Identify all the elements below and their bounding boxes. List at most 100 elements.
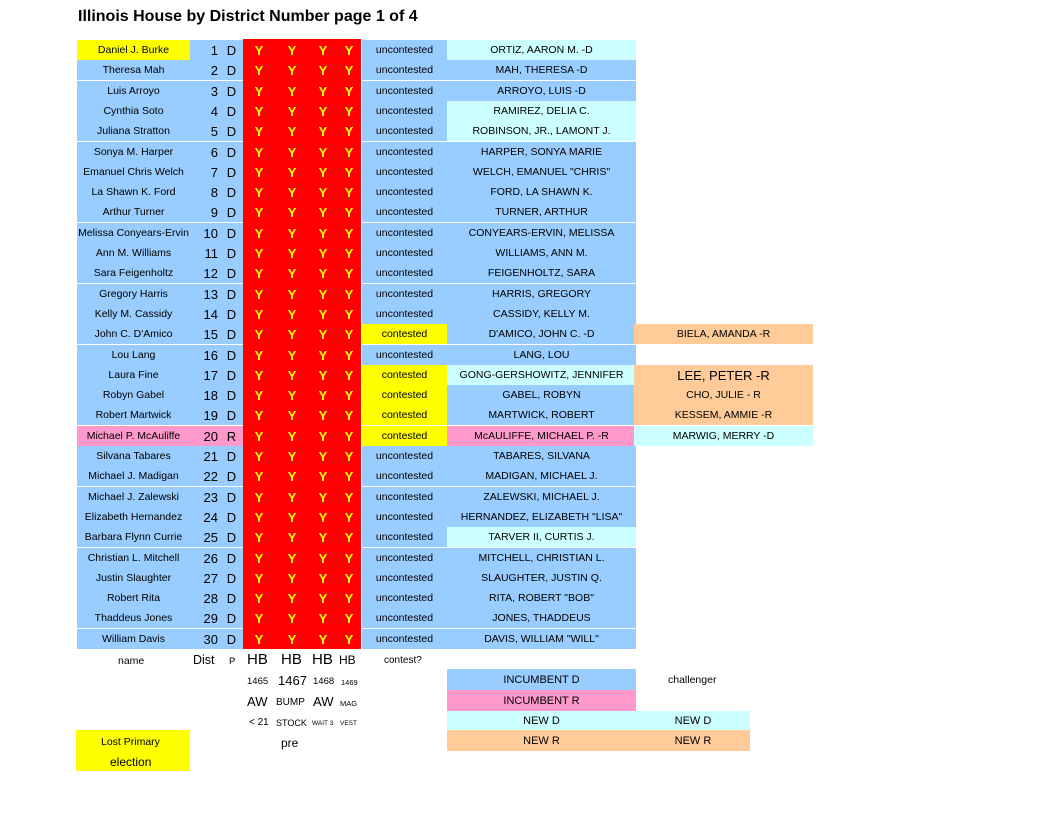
legend-challenger-new-r: NEW R — [636, 730, 750, 751]
footer-dist-label: Dist — [193, 653, 215, 667]
vote-hb1468: Y — [318, 610, 328, 626]
district-number: 4 — [190, 101, 220, 121]
vote-hb1469: Y — [344, 590, 354, 606]
vote-hb1465: Y — [254, 123, 264, 139]
contest-status: uncontested — [362, 223, 447, 243]
district-number: 26 — [190, 548, 220, 568]
bill-note-under-21: < 21 — [249, 717, 269, 728]
contest-status: contested — [362, 365, 447, 385]
vote-hb1469: Y — [344, 407, 354, 423]
representative-name: La Shawn K. Ford — [77, 182, 190, 202]
candidate-name: DAVIS, WILLIAM "WILL" — [447, 629, 636, 649]
party-letter: D — [220, 121, 243, 141]
vote-hb1465: Y — [254, 103, 264, 119]
legend-incumbent-r: INCUMBENT R — [447, 690, 636, 711]
legend-new-r: NEW R — [447, 730, 636, 751]
district-number: 7 — [190, 162, 220, 182]
district-number: 13 — [190, 284, 220, 304]
party-letter: D — [220, 527, 243, 547]
representative-name: Juliana Stratton — [77, 121, 190, 141]
party-letter: D — [220, 608, 243, 628]
vote-hb1465: Y — [254, 387, 264, 403]
vote-hb1467: Y — [287, 367, 297, 383]
vote-hb1469: Y — [344, 570, 354, 586]
vote-hb1469: Y — [344, 610, 354, 626]
vote-hb1468: Y — [318, 306, 328, 322]
vote-hb1468: Y — [318, 265, 328, 281]
vote-hb1468: Y — [318, 42, 328, 58]
district-number: 3 — [190, 81, 220, 101]
vote-hb1465: Y — [254, 144, 264, 160]
party-letter: D — [220, 345, 243, 365]
vote-hb1468: Y — [318, 631, 328, 647]
vote-hb1468: Y — [318, 448, 328, 464]
candidate-name: GONG-GERSHOWITZ, JENNIFER — [447, 365, 636, 385]
vote-hb1465: Y — [254, 590, 264, 606]
footer-hb-2: HB — [281, 651, 302, 668]
vote-hb1465: Y — [254, 631, 264, 647]
vote-hb1468: Y — [318, 407, 328, 423]
candidate-name: ZALEWSKI, MICHAEL J. — [447, 487, 636, 507]
vote-hb1469: Y — [344, 42, 354, 58]
vote-hb1465: Y — [254, 286, 264, 302]
contest-status: uncontested — [362, 608, 447, 628]
contest-status: uncontested — [362, 284, 447, 304]
party-letter: D — [220, 446, 243, 466]
contest-status: uncontested — [362, 304, 447, 324]
vote-hb1465: Y — [254, 448, 264, 464]
vote-hb1469: Y — [344, 265, 354, 281]
contest-status: uncontested — [362, 588, 447, 608]
bill-tag-aw-2: AW — [313, 694, 334, 709]
vote-hb1467: Y — [287, 144, 297, 160]
district-number: 6 — [190, 142, 220, 162]
vote-hb1467: Y — [287, 610, 297, 626]
vote-hb1469: Y — [344, 326, 354, 342]
challenger-name: MARWIG, MERRY -D — [634, 426, 813, 446]
party-letter: R — [220, 426, 243, 446]
district-number: 27 — [190, 568, 220, 588]
representative-name: Kelly M. Cassidy — [77, 304, 190, 324]
contest-status: contested — [362, 385, 447, 405]
vote-hb1469: Y — [344, 103, 354, 119]
representative-name: Thaddeus Jones — [77, 608, 190, 628]
bill-number-1465: 1465 — [247, 676, 269, 687]
district-number: 29 — [190, 608, 220, 628]
legend-challenger-label: challenger — [668, 674, 717, 686]
vote-hb1468: Y — [318, 103, 328, 119]
vote-hb1465: Y — [254, 204, 264, 220]
representative-name: Gregory Harris — [77, 284, 190, 304]
vote-hb1469: Y — [344, 204, 354, 220]
representative-name: Elizabeth Hernandez — [77, 507, 190, 527]
party-letter: D — [220, 507, 243, 527]
vote-hb1467: Y — [287, 529, 297, 545]
legend-new-d: NEW D — [447, 711, 636, 730]
vote-hb1467: Y — [287, 428, 297, 444]
contest-status: uncontested — [362, 60, 447, 80]
vote-hb1465: Y — [254, 245, 264, 261]
vote-hb1468: Y — [318, 204, 328, 220]
contest-status: uncontested — [362, 345, 447, 365]
challenger-name: LEE, PETER -R — [634, 365, 813, 385]
candidate-name: FORD, LA SHAWN K. — [447, 182, 636, 202]
vote-hb1469: Y — [344, 468, 354, 484]
district-number: 19 — [190, 405, 220, 425]
candidate-name: TURNER, ARTHUR — [447, 202, 636, 222]
vote-hb1467: Y — [287, 326, 297, 342]
contest-status: uncontested — [362, 142, 447, 162]
representative-name: Lou Lang — [77, 345, 190, 365]
footer-name-label: name — [118, 655, 145, 667]
footer-hb-1: HB — [247, 651, 268, 668]
party-letter: D — [220, 40, 243, 60]
vote-hb1465: Y — [254, 83, 264, 99]
party-letter: D — [220, 162, 243, 182]
vote-hb1467: Y — [287, 489, 297, 505]
candidate-name: D'AMICO, JOHN C. -D — [447, 324, 636, 344]
contest-status: uncontested — [362, 487, 447, 507]
representative-name: Daniel J. Burke — [77, 40, 190, 60]
party-letter: D — [220, 142, 243, 162]
candidate-name: SLAUGHTER, JUSTIN Q. — [447, 568, 636, 588]
representative-name: Cynthia Soto — [77, 101, 190, 121]
district-number: 2 — [190, 60, 220, 80]
vote-hb1465: Y — [254, 42, 264, 58]
vote-hb1468: Y — [318, 326, 328, 342]
